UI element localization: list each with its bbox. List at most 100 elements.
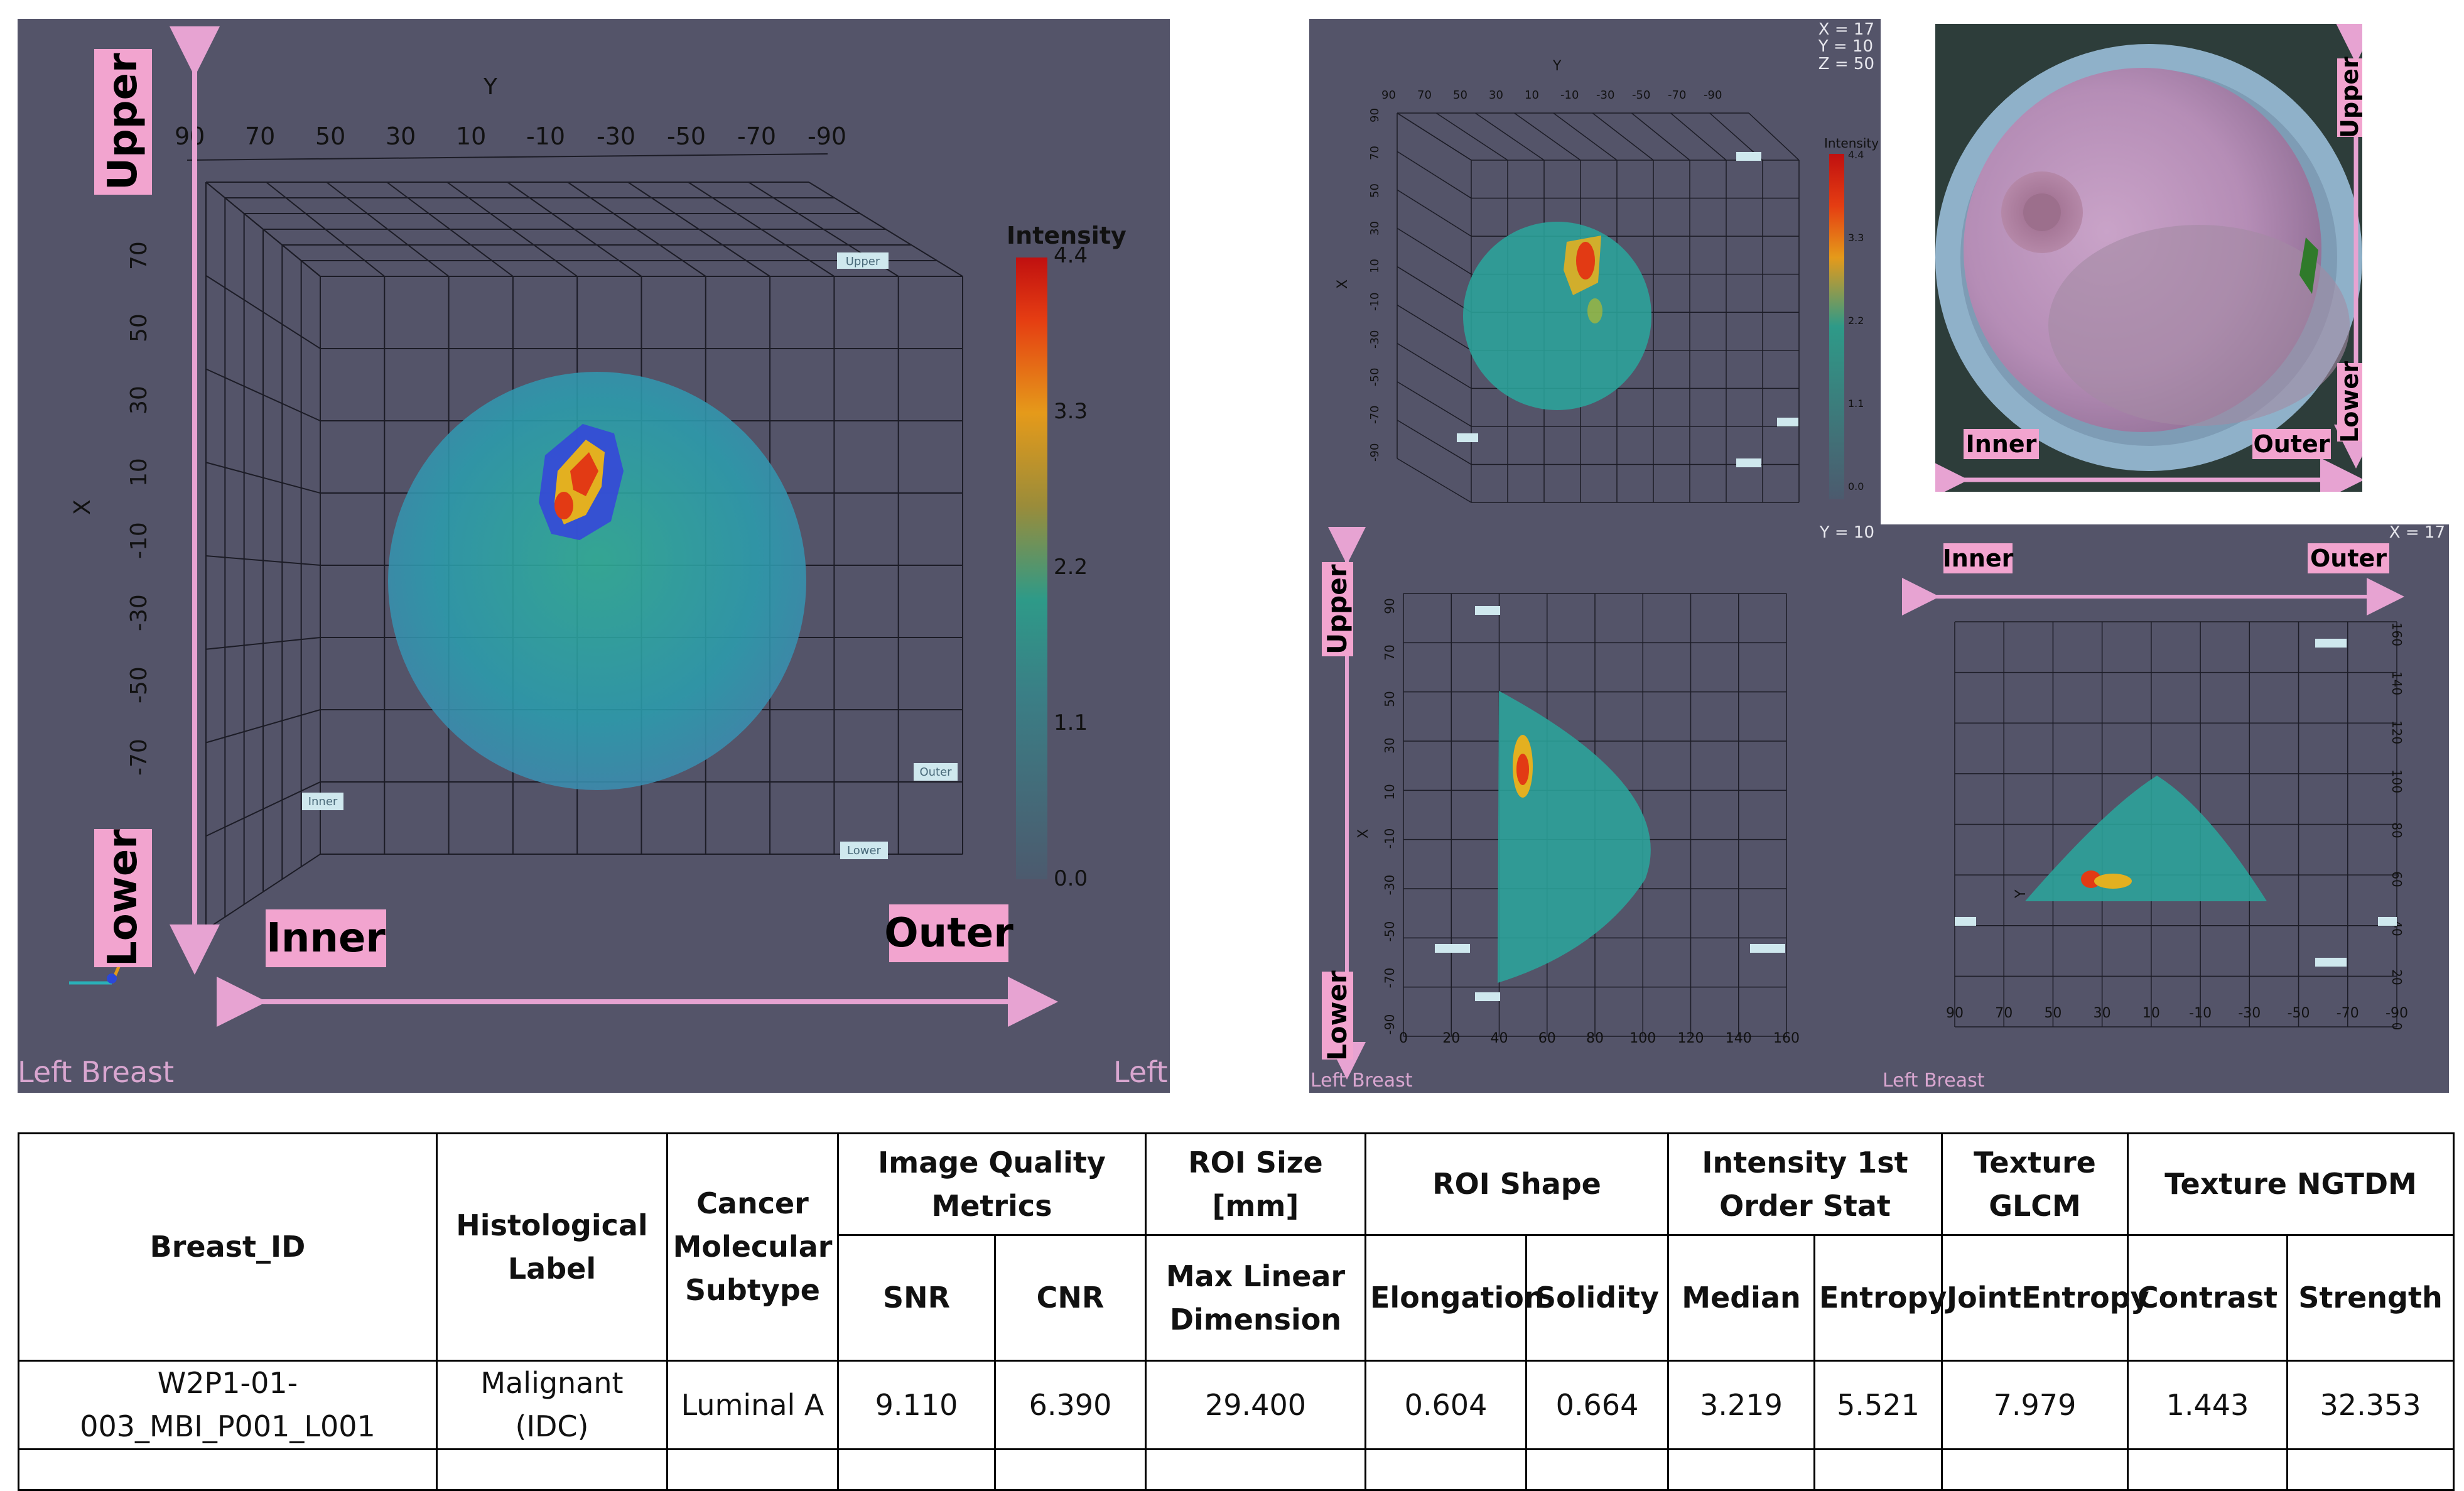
header-roi-shape: ROI Shape xyxy=(1364,1132,1670,1236)
top-x-tick: -90 xyxy=(1368,443,1381,462)
header-breast-id: Breast_ID xyxy=(18,1132,438,1362)
top-y-axis-title: Y xyxy=(1552,58,1562,74)
top-colorbar-tick: 1.1 xyxy=(1848,398,1864,409)
front-footer: Left Breast xyxy=(1883,1070,1985,1092)
main-x-tick: -50 xyxy=(126,666,152,703)
header-histological: Histological Label xyxy=(436,1132,668,1362)
top-coord-readout: X = 17 Y = 10 Z = 50 xyxy=(1818,20,1874,73)
table-row: W2P1-01-003_MBI_P001_L001 Malignant (IDC… xyxy=(18,1360,2455,1450)
side-y-tick: 10 xyxy=(1382,784,1397,800)
top-y-tick: -70 xyxy=(1668,89,1686,102)
top-colorbar-tick: 4.4 xyxy=(1848,149,1864,161)
side-breast-slice xyxy=(1498,691,1651,983)
cell-subtype: Luminal A xyxy=(666,1360,839,1450)
main-x-tick: 70 xyxy=(126,241,152,270)
top-y-tick: 10 xyxy=(1525,89,1539,102)
top-y-tick: 30 xyxy=(1489,89,1503,102)
cell-breast-id: W2P1-01-003_MBI_P001_L001 xyxy=(18,1360,438,1450)
subheader-max-linear: Max Linear Dimension xyxy=(1145,1234,1366,1362)
main-x-axis-title: X xyxy=(70,499,95,515)
main-y-tick: 10 xyxy=(456,122,486,150)
main-y-tick: 30 xyxy=(386,122,416,150)
front-x-tick: -50 xyxy=(2288,1006,2310,1021)
side-upper-label: Upper xyxy=(1322,562,1353,656)
main-marker-inner: Inner xyxy=(308,795,338,808)
main-y-tick: -70 xyxy=(737,122,776,150)
main-upper-label: Upper xyxy=(94,49,152,195)
top-x-tick: -30 xyxy=(1368,330,1381,349)
cell-joint-entropy: 7.979 xyxy=(1941,1360,2129,1450)
front-inner-label: Inner xyxy=(1942,543,2014,573)
top-x-tick: 50 xyxy=(1368,183,1381,198)
main-colorbar-title: Intensity xyxy=(1007,222,1127,249)
front-right-tick: 20 xyxy=(2389,969,2404,985)
main-y-tick: 90 xyxy=(175,122,205,150)
side-x-axis-title: X xyxy=(1356,829,1371,838)
main-x-tick: -70 xyxy=(126,739,152,776)
subheader-strength: Strength xyxy=(2286,1234,2455,1362)
cell-cnr: 6.390 xyxy=(994,1360,1147,1450)
subheader-solidity: Solidity xyxy=(1525,1234,1670,1362)
front-right-tick: 0 xyxy=(2389,1022,2404,1031)
main-x-tick: -30 xyxy=(126,594,152,631)
side-view-panel: X 90 70 50 30 10 -10 -30 -50 -70 -90 0 20 40 60 80 100… xyxy=(1309,524,1881,1093)
top-3d-render: Intensity 4.4 3.3 2.2 1.1 0.0 Y 90 70 50 30 10 -1… xyxy=(1335,58,1879,503)
side-x-tick: 0 xyxy=(1399,1031,1408,1046)
top-y-tick: -90 xyxy=(1704,89,1722,102)
top-x-axis-title: X xyxy=(1335,279,1351,289)
subheader-contrast: Contrast xyxy=(2127,1234,2289,1362)
front-right-tick: 140 xyxy=(2389,671,2404,695)
side-y-tick: -30 xyxy=(1382,875,1397,896)
side-lower-label: Lower xyxy=(1322,970,1353,1061)
side-y-tick: 50 xyxy=(1382,691,1397,707)
header-intensity: Intensity 1st Order Stat xyxy=(1667,1132,1943,1236)
subheader-elongation: Elongation xyxy=(1364,1234,1545,1362)
side-x-tick: 100 xyxy=(1629,1031,1656,1046)
front-coord-readout: X = 17 xyxy=(2389,523,2445,542)
main-colorbar-tick: 4.4 xyxy=(1054,243,1088,268)
header-glcm: Texture GLCM xyxy=(1941,1132,2129,1236)
top-colorbar-tick: 3.3 xyxy=(1848,232,1864,244)
radiomics-table: Breast_ID Histological Label Cancer Mole… xyxy=(18,1132,2455,1491)
main-inner-label: Inner xyxy=(266,909,386,967)
header-image-quality: Image Quality Metrics xyxy=(837,1132,1147,1236)
front-y-axis-title: Y xyxy=(2013,889,2029,899)
cell-max-linear: 29.400 xyxy=(1145,1360,1366,1450)
main-y-tick: -90 xyxy=(808,122,846,150)
front-view-render: Y 90 70 50 30 10 -10 -30 -50 -70 -90 160 140 120 100… xyxy=(1902,578,2408,1031)
front-right-tick: 120 xyxy=(2389,720,2404,744)
main-colorbar xyxy=(1016,258,1047,879)
breast-photo-panel: Upper Lower Inner Outer xyxy=(1935,24,2362,492)
subheader-entropy: Entropy xyxy=(1813,1234,1947,1362)
top-y-tick: 90 xyxy=(1381,89,1396,102)
cell-snr: 9.110 xyxy=(837,1360,996,1450)
front-x-tick: 10 xyxy=(2142,1006,2160,1021)
side-y-tick: -10 xyxy=(1382,828,1397,849)
top-y-tick: -30 xyxy=(1596,89,1614,102)
main-y-tick: 50 xyxy=(315,122,345,150)
side-x-tick: 120 xyxy=(1678,1031,1704,1046)
main-x-tick: 30 xyxy=(126,386,152,415)
cell-contrast: 1.443 xyxy=(2127,1360,2289,1450)
front-x-tick: -30 xyxy=(2238,1006,2261,1021)
top-colorbar-tick: 2.2 xyxy=(1848,315,1864,327)
main-y-tick: -10 xyxy=(526,122,565,150)
cell-entropy: 5.521 xyxy=(1813,1360,1943,1450)
top-y-tick: -10 xyxy=(1560,89,1579,102)
side-footer: Left Breast xyxy=(1310,1070,1413,1092)
main-lower-label: Lower xyxy=(94,829,152,967)
main-x-tick: 10 xyxy=(126,458,152,487)
top-x-tick: 90 xyxy=(1368,108,1381,122)
photo-lower-label: Lower xyxy=(2336,361,2362,443)
subheader-cnr: CNR xyxy=(994,1234,1147,1362)
top-x-tick: 70 xyxy=(1368,146,1381,160)
main-outer-label: Outer xyxy=(884,904,1013,962)
table-row-empty xyxy=(18,1449,2455,1491)
main-colorbar-tick: 2.2 xyxy=(1054,555,1088,580)
header-subtype: Cancer Molecular Subtype xyxy=(666,1132,839,1362)
front-right-tick: 60 xyxy=(2389,871,2404,887)
main-marker-outer: Outer xyxy=(919,766,952,779)
main-sphere xyxy=(388,372,806,790)
photo-arrows xyxy=(1935,24,2362,492)
top-x-tick: -10 xyxy=(1368,293,1381,311)
